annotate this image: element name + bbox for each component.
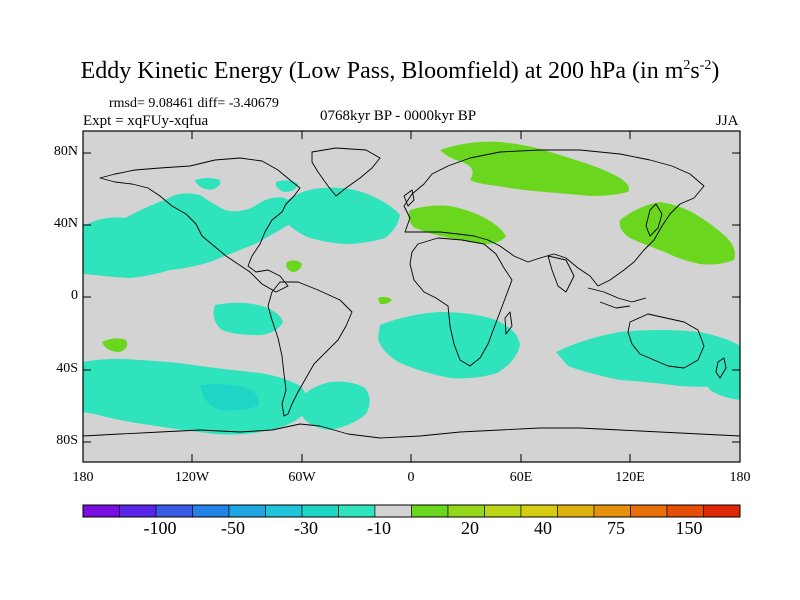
lon-label-120w: 120W (174, 470, 210, 485)
colorbar-swatch-9 (411, 504, 449, 518)
colorbar-swatch-11 (484, 504, 522, 518)
uk-coast (403, 189, 415, 207)
colorbar-label-40: 40 (534, 518, 552, 538)
lat-label-80n: 80N (53, 144, 78, 159)
colorbar-swatch-2 (155, 504, 193, 518)
japan-coast (645, 203, 663, 237)
colorbar-swatch-12 (520, 504, 558, 518)
colorbar-label-20: 20 (461, 518, 479, 538)
lon-label-0: 0 (407, 470, 415, 485)
colorbar-label-minus-100: -100 (143, 518, 177, 538)
colorbar-label-150: 150 (675, 518, 703, 538)
eurasia-coast (403, 149, 705, 287)
lon-label-180e: 180 (729, 470, 751, 485)
deeper-negative-patch (200, 384, 259, 411)
colorbar-swatch-4 (228, 504, 266, 518)
colorbar-label-minus-10: -10 (367, 518, 391, 538)
rmsd-diff-stats: rmsd= 9.08461 diff= -3.40679 (109, 96, 279, 111)
colorbar-swatch-7 (338, 504, 376, 518)
experiment-label: Expt = xqFUy-xqfua (83, 113, 209, 129)
australia-coast (627, 313, 705, 369)
colorbar-frame (82, 504, 741, 518)
antarctica-coast (83, 423, 740, 439)
colorbar-label-75: 75 (607, 518, 625, 538)
season-label: JJA (716, 113, 739, 129)
lon-label-120e: 120E (615, 470, 645, 485)
negative-anomaly-regions (83, 178, 740, 435)
coastlines (83, 147, 740, 439)
colorbar-swatch-0 (82, 504, 120, 518)
north-america-coast (99, 157, 301, 293)
lon-label-180w: 180 (72, 470, 94, 485)
colorbar-swatch-6 (301, 504, 339, 518)
lat-label-40s: 40S (56, 361, 78, 376)
colorbar-swatch-1 (119, 504, 157, 518)
colorbar-swatch-13 (557, 504, 595, 518)
lat-label-80s: 80S (56, 433, 78, 448)
plot-title: Eddy Kinetic Energy (Low Pass, Bloomfiel… (80, 58, 720, 84)
colorbar-swatch-3 (192, 504, 230, 518)
madagascar-coast (504, 311, 513, 335)
lat-label-0: 0 (71, 288, 78, 303)
period-label: 0768kyr BP - 0000kyr BP (320, 108, 477, 124)
colorbar (82, 504, 741, 518)
colorbar-swatch-14 (593, 504, 631, 518)
lon-label-60e: 60E (509, 470, 533, 485)
colorbar-swatch-10 (447, 504, 485, 518)
colorbar-swatch-5 (265, 504, 303, 518)
colorbar-label-minus-30: -30 (294, 518, 318, 538)
colorbar-swatch-17 (703, 504, 741, 518)
colorbar-swatch-15 (630, 504, 668, 518)
colorbar-swatch-16 (666, 504, 704, 518)
southeast-asia-islands (587, 287, 647, 309)
africa-coast (409, 237, 513, 367)
axis-ticks (83, 131, 740, 462)
lat-label-40n: 40N (53, 216, 78, 231)
lon-label-60w: 60W (288, 470, 316, 485)
colorbar-label-minus-50: -50 (221, 518, 245, 538)
south-america-coast (267, 281, 353, 417)
india-coast (547, 255, 575, 293)
greenland-coast (311, 147, 381, 197)
new-zealand-coast (715, 357, 727, 379)
colorbar-swatch-8 (374, 504, 412, 518)
